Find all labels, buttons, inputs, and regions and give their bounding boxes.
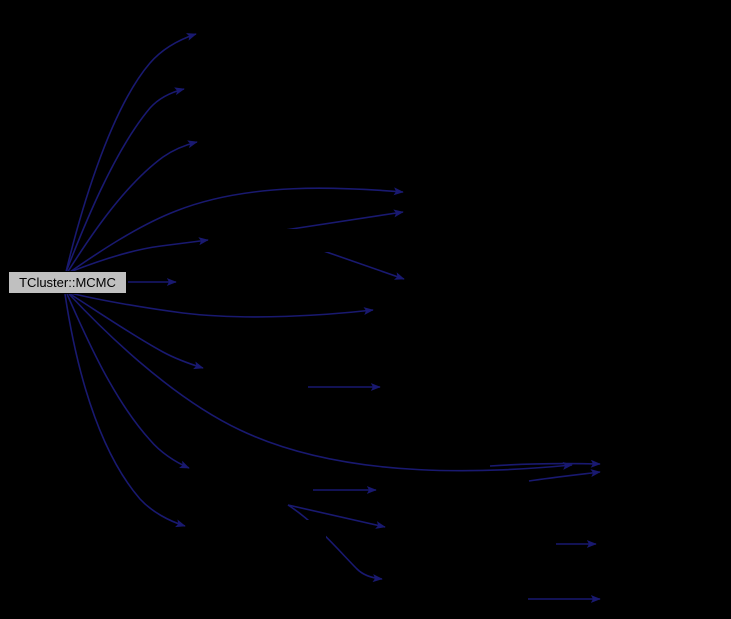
graph-node[interactable] [613, 587, 731, 610]
graph-node-label: TCluster::MCMC [19, 275, 116, 290]
graph-edge [489, 459, 601, 468]
graph-node-root[interactable]: TCluster::MCMC [8, 271, 127, 294]
graph-node[interactable] [611, 533, 731, 556]
graph-edge [69, 237, 209, 273]
graph-node[interactable] [213, 359, 333, 382]
graph-edge [271, 209, 404, 233]
graph-edge [68, 293, 573, 472]
graph-edges [64, 33, 601, 603]
graph-edge [65, 33, 197, 273]
graph-edge [69, 187, 404, 273]
graph-edge [66, 293, 190, 469]
graph-node[interactable] [219, 229, 339, 252]
graph-node[interactable] [389, 376, 509, 399]
graph-node[interactable] [411, 268, 531, 291]
graph-edge [528, 469, 601, 482]
graph-edge [69, 292, 374, 318]
graph-edge [65, 87, 185, 273]
graph-edge [287, 504, 386, 529]
graph-edge [64, 293, 186, 528]
graph-node[interactable] [206, 520, 326, 543]
graph-node[interactable] [393, 515, 513, 538]
graph-node[interactable] [411, 202, 531, 225]
graph-node[interactable] [204, 22, 324, 45]
graph-node[interactable] [391, 566, 511, 589]
graph-node[interactable] [384, 480, 504, 503]
graph-node[interactable] [208, 462, 328, 485]
graph-node[interactable] [193, 80, 313, 103]
graph-edge [69, 293, 204, 370]
graph-node[interactable] [608, 453, 728, 476]
graph-edge [66, 140, 198, 274]
graph-node[interactable] [206, 134, 326, 157]
graph-node[interactable] [184, 271, 304, 294]
graph-node[interactable] [381, 297, 501, 320]
